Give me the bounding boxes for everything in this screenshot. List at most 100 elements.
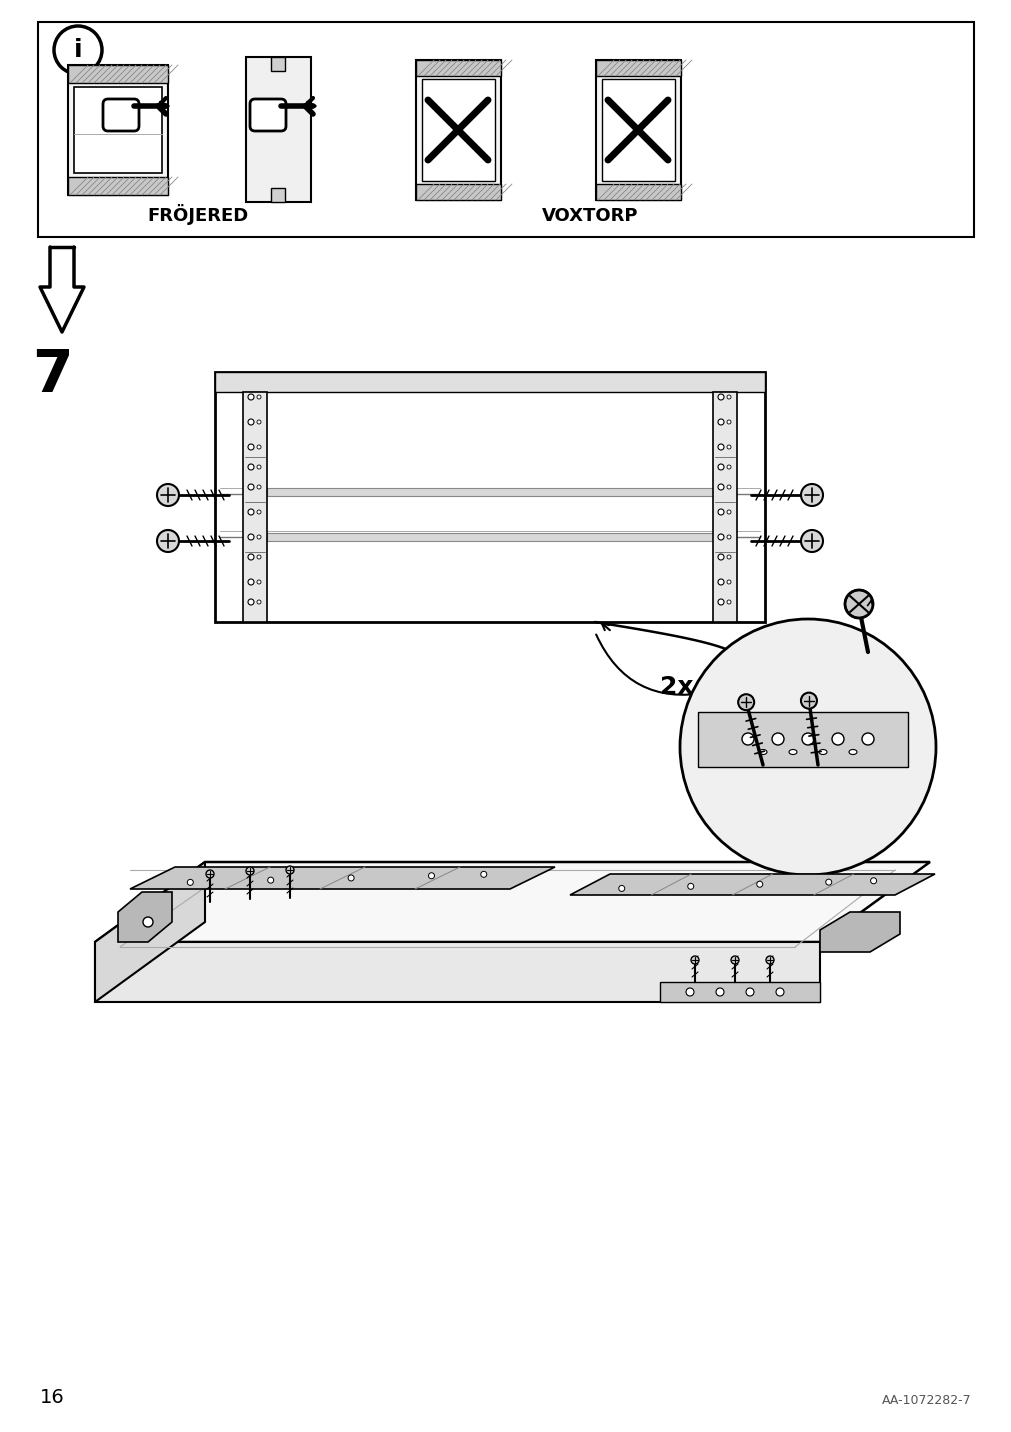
Bar bbox=[271, 57, 285, 72]
Circle shape bbox=[257, 580, 261, 584]
Polygon shape bbox=[95, 862, 205, 1002]
Circle shape bbox=[717, 464, 723, 470]
Polygon shape bbox=[569, 874, 934, 895]
Text: 148510: 148510 bbox=[856, 779, 866, 815]
Circle shape bbox=[717, 579, 723, 586]
Circle shape bbox=[248, 420, 254, 425]
Ellipse shape bbox=[789, 749, 797, 755]
Bar bbox=[38, 21, 973, 238]
Circle shape bbox=[717, 444, 723, 450]
Circle shape bbox=[717, 484, 723, 490]
Text: FRÖJERED: FRÖJERED bbox=[148, 203, 249, 225]
Circle shape bbox=[257, 485, 261, 488]
Text: i: i bbox=[74, 39, 82, 62]
Circle shape bbox=[286, 866, 294, 874]
Circle shape bbox=[257, 395, 261, 400]
Polygon shape bbox=[819, 912, 899, 952]
Bar bbox=[267, 533, 713, 541]
Bar bbox=[246, 57, 310, 202]
Bar bbox=[416, 60, 500, 200]
Circle shape bbox=[737, 695, 753, 710]
Bar bbox=[595, 183, 680, 200]
Circle shape bbox=[687, 884, 694, 889]
Circle shape bbox=[800, 693, 816, 709]
Circle shape bbox=[248, 508, 254, 516]
Bar bbox=[602, 79, 674, 180]
Circle shape bbox=[348, 875, 354, 881]
Circle shape bbox=[726, 536, 730, 538]
Circle shape bbox=[717, 599, 723, 604]
FancyBboxPatch shape bbox=[103, 99, 139, 130]
Polygon shape bbox=[95, 862, 929, 942]
Bar bbox=[271, 188, 285, 202]
Circle shape bbox=[801, 733, 813, 745]
Polygon shape bbox=[698, 712, 907, 768]
Circle shape bbox=[741, 733, 753, 745]
Circle shape bbox=[726, 556, 730, 558]
Circle shape bbox=[248, 579, 254, 586]
Circle shape bbox=[206, 871, 213, 878]
Circle shape bbox=[726, 395, 730, 400]
Circle shape bbox=[679, 619, 935, 875]
Circle shape bbox=[825, 879, 831, 885]
Circle shape bbox=[257, 510, 261, 514]
Bar bbox=[68, 64, 168, 83]
Circle shape bbox=[143, 916, 153, 927]
Circle shape bbox=[257, 600, 261, 604]
Circle shape bbox=[726, 465, 730, 470]
Circle shape bbox=[717, 508, 723, 516]
Circle shape bbox=[257, 445, 261, 450]
FancyBboxPatch shape bbox=[250, 99, 286, 130]
Circle shape bbox=[248, 554, 254, 560]
Circle shape bbox=[716, 988, 723, 997]
Circle shape bbox=[717, 420, 723, 425]
Bar bbox=[416, 183, 500, 200]
Ellipse shape bbox=[848, 749, 856, 755]
Circle shape bbox=[765, 957, 773, 964]
Circle shape bbox=[248, 444, 254, 450]
Polygon shape bbox=[129, 866, 554, 889]
Circle shape bbox=[771, 733, 784, 745]
Circle shape bbox=[248, 394, 254, 400]
Bar bbox=[267, 488, 713, 495]
Circle shape bbox=[726, 600, 730, 604]
Circle shape bbox=[726, 420, 730, 424]
Circle shape bbox=[717, 534, 723, 540]
Bar bbox=[422, 79, 494, 180]
Circle shape bbox=[246, 866, 254, 875]
Circle shape bbox=[618, 885, 624, 892]
Circle shape bbox=[844, 590, 872, 619]
Polygon shape bbox=[118, 892, 172, 942]
Circle shape bbox=[869, 878, 876, 884]
Circle shape bbox=[187, 879, 193, 885]
Bar bbox=[595, 60, 680, 200]
Circle shape bbox=[726, 445, 730, 450]
Circle shape bbox=[730, 957, 738, 964]
Bar bbox=[713, 392, 736, 621]
Circle shape bbox=[257, 420, 261, 424]
Circle shape bbox=[157, 484, 179, 505]
Circle shape bbox=[756, 881, 762, 888]
Circle shape bbox=[257, 465, 261, 470]
Bar bbox=[68, 178, 168, 195]
Circle shape bbox=[257, 556, 261, 558]
Circle shape bbox=[745, 988, 753, 997]
Ellipse shape bbox=[818, 749, 826, 755]
Bar bbox=[595, 60, 680, 76]
Circle shape bbox=[685, 988, 694, 997]
Circle shape bbox=[831, 733, 843, 745]
Text: AA-1072282-7: AA-1072282-7 bbox=[882, 1393, 971, 1408]
Circle shape bbox=[775, 988, 784, 997]
Circle shape bbox=[248, 484, 254, 490]
Polygon shape bbox=[659, 982, 819, 1002]
Bar bbox=[416, 60, 500, 76]
Circle shape bbox=[268, 878, 273, 884]
Bar bbox=[214, 372, 764, 621]
Circle shape bbox=[801, 484, 822, 505]
Text: VOXTORP: VOXTORP bbox=[541, 208, 638, 225]
Circle shape bbox=[691, 957, 699, 964]
Text: 2x: 2x bbox=[659, 674, 693, 699]
Circle shape bbox=[717, 554, 723, 560]
Circle shape bbox=[157, 530, 179, 551]
Circle shape bbox=[480, 871, 486, 878]
